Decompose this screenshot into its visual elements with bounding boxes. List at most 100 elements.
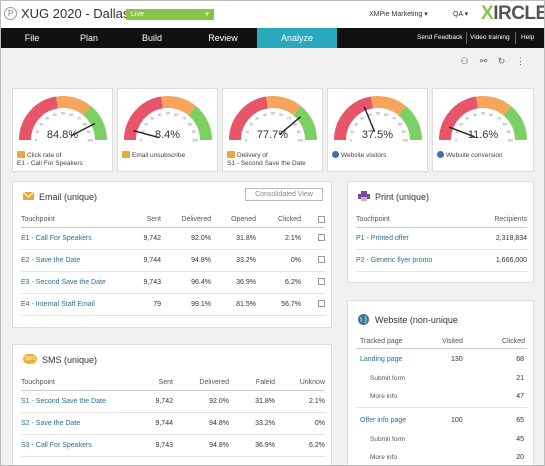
account-dropdown[interactable]: XMPie Marketing ▾ xyxy=(369,11,428,18)
tab-analyze[interactable]: Analyze xyxy=(257,28,337,48)
globe-icon xyxy=(332,151,339,158)
gauge-tick-label: 50 xyxy=(481,112,485,116)
touchpoint-link[interactable]: E2 - Save the Date xyxy=(21,249,126,272)
email-table: Touchpoint Sent Delivered Opened Clicked… xyxy=(21,213,325,316)
gauge-tick-label: 90 xyxy=(507,130,511,134)
mail-icon xyxy=(227,151,235,158)
help-link[interactable]: Help xyxy=(521,34,535,41)
gauge-needle xyxy=(279,116,301,135)
touchpoint-link[interactable]: P1 - Printed offer xyxy=(356,227,466,250)
more-icon[interactable]: ⋮ xyxy=(516,56,525,66)
touchpoint-link[interactable]: E3 - Second Save the Date xyxy=(21,271,126,294)
tracked-page-link[interactable]: Offer info page xyxy=(360,417,407,424)
gauge-label: Email unsubscribe xyxy=(122,151,185,160)
sub-page-label: Submit form xyxy=(370,436,406,443)
gauge-band-green xyxy=(503,106,527,141)
gauge-tick-label: 60 xyxy=(174,113,178,117)
row-checkbox[interactable] xyxy=(301,249,325,272)
video-training-link[interactable]: Video training xyxy=(470,34,510,41)
tab-plan[interactable]: Plan xyxy=(79,33,98,43)
row-checkbox[interactable] xyxy=(301,293,325,316)
consolidated-view-button[interactable]: Consolidated View xyxy=(245,188,323,201)
status-dropdown[interactable]: Live ▾ xyxy=(126,9,214,20)
tab-review[interactable]: Review xyxy=(208,33,238,43)
gauge-value: 8.4% xyxy=(154,129,181,141)
touchpoint-link[interactable]: P2 - Generic flyer promo xyxy=(356,249,466,272)
website-header-row: Tracked page Visited Clicked xyxy=(356,335,527,349)
gauge-card[interactable]: 0 10 20 30 40 50 60 70 80 90 100 84.8% Click rate … xyxy=(12,88,113,172)
gauge-band-red xyxy=(19,96,59,141)
refresh-icon[interactable]: ↻ xyxy=(497,56,506,66)
website-card-title: Website (non-unique xyxy=(375,315,458,325)
opened-value: 81.5% xyxy=(211,293,256,316)
link-icon[interactable]: ⚯ xyxy=(479,56,488,66)
touchpoint-link[interactable]: S1 - Second Save the Date xyxy=(21,390,131,413)
gauge-tick-label: 20 xyxy=(354,123,358,127)
gauge-tick-label: 40 xyxy=(158,113,162,117)
campaign-title: XUG 2020 - Dallas xyxy=(21,6,130,21)
gauge-tick-label: 20 xyxy=(39,123,43,127)
clicked-value: 0% xyxy=(256,249,301,272)
gauge-tick-label: 70 xyxy=(287,117,291,121)
gauge-tick-label: 20 xyxy=(459,123,463,127)
tab-file[interactable]: File xyxy=(24,33,40,43)
globe-icon xyxy=(437,151,444,158)
row-checkbox[interactable] xyxy=(301,271,325,294)
row-divider xyxy=(356,407,527,408)
table-row: E3 - Second Save the Date 9,743 96.4% 36… xyxy=(21,271,325,294)
table-row: E2 - Save the Date 9,744 94.8% 33.2% 0% xyxy=(21,249,325,272)
gauge-needle xyxy=(449,126,475,138)
select-all-checkbox[interactable] xyxy=(301,213,325,228)
tab-build[interactable]: Build xyxy=(141,33,162,43)
tracked-page-link[interactable]: Landing page xyxy=(360,356,403,363)
gauge-tick-label: 90 xyxy=(192,130,196,134)
col-header: Tracked page xyxy=(360,338,403,345)
touchpoint-link[interactable]: S2 - Save the Date xyxy=(21,412,131,435)
failed-value: 33.2% xyxy=(229,412,275,435)
col-header: Visited xyxy=(442,338,463,345)
table-row: E1 - Call For Speakers 9,742 92.0% 31.8%… xyxy=(21,227,325,250)
app-logo-icon[interactable]: P xyxy=(4,7,17,20)
col-header: Touchpoint xyxy=(356,213,466,228)
gauge-tick-label: 0 xyxy=(35,139,37,143)
gauge-tick-label: 60 xyxy=(279,113,283,117)
gauge-tick-label: 0 xyxy=(455,139,457,143)
gauge-tick-label: 30 xyxy=(150,117,154,121)
gauge-label: Click rate of E1 - Call For Speakers xyxy=(17,151,83,167)
gauge-card[interactable]: 0 10 20 30 40 50 60 70 80 90 100 37.5% Website vis… xyxy=(327,88,428,172)
opened-value: 33.2% xyxy=(211,249,256,272)
gauge-card[interactable]: 0 10 20 30 40 50 60 70 80 90 100 8.4% Email unsubs… xyxy=(117,88,218,172)
col-header: Recipients xyxy=(466,213,527,228)
gauge-tick-label: 70 xyxy=(497,117,501,121)
col-header: Delivered xyxy=(173,376,229,391)
sub-page-label: More info xyxy=(370,393,398,400)
col-header: Faleld xyxy=(229,376,275,391)
gauge-card[interactable]: 0 10 20 30 40 50 60 70 80 90 100 11.6% Website con… xyxy=(432,88,534,172)
col-header: Touchpoint xyxy=(21,376,131,391)
delivered-value: 94.8% xyxy=(173,434,229,457)
gauge-tick-label: 100 xyxy=(297,139,303,143)
gauge-value: 37.5% xyxy=(361,129,394,141)
clicked-value: 20 xyxy=(516,454,524,461)
gauge-label: Website conversion xyxy=(437,151,503,160)
gauge-tick-label: 80 xyxy=(83,123,87,127)
unknown-value: 2.1% xyxy=(275,390,325,413)
col-header: Unknow xyxy=(275,376,325,391)
print-table: Touchpoint Recipients P1 - Printed offer… xyxy=(356,213,527,272)
gauge-band-green xyxy=(293,106,317,141)
col-header: Sent xyxy=(131,376,173,391)
touchpoint-link[interactable]: E4 - Internal Staff Email xyxy=(21,293,126,316)
touchpoint-link[interactable]: S3 - Call For Speakers xyxy=(21,434,131,457)
environment-dropdown[interactable]: QA ▾ xyxy=(453,11,469,18)
gauge-tick-label: 10 xyxy=(35,130,39,134)
gauge-tick-label: 80 xyxy=(503,123,507,127)
globe-icon xyxy=(358,314,369,325)
gauge-tick-label: 100 xyxy=(192,139,198,143)
gauge-card[interactable]: 0 10 20 30 40 50 60 70 80 90 100 77.7% Delivery of… xyxy=(222,88,323,172)
row-checkbox[interactable] xyxy=(301,227,325,250)
sms-icon: SMS xyxy=(23,354,37,364)
touchpoint-link[interactable]: E1 - Call For Speakers xyxy=(21,227,126,250)
send-feedback-link[interactable]: Send Feedback xyxy=(417,34,463,41)
users-icon[interactable]: ⚇ xyxy=(460,56,469,66)
